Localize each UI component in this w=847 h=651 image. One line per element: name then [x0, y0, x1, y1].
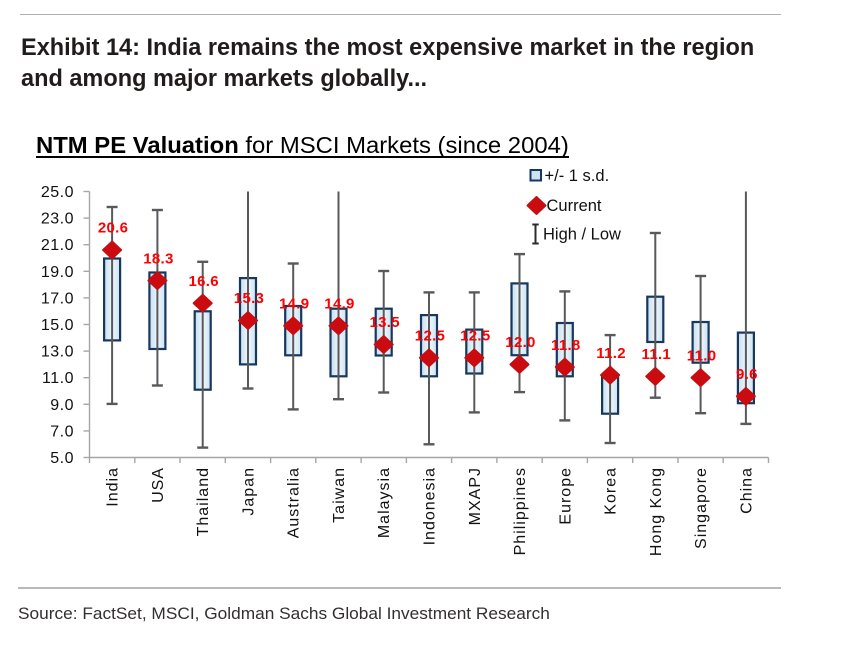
svg-text:18.3: 18.3 [143, 250, 173, 267]
svg-text:USA: USA [150, 467, 167, 503]
svg-text:11.0: 11.0 [687, 347, 717, 364]
svg-text:5.0: 5.0 [50, 450, 74, 467]
svg-text:13.5: 13.5 [369, 314, 399, 331]
svg-text:16.6: 16.6 [188, 273, 218, 290]
svg-text:12.5: 12.5 [460, 328, 490, 345]
svg-text:Current: Current [547, 197, 602, 215]
svg-text:23.0: 23.0 [41, 211, 74, 228]
svg-text:Taiwan: Taiwan [331, 467, 348, 523]
svg-text:Thailand: Thailand [195, 467, 212, 536]
svg-text:13.0: 13.0 [41, 344, 74, 361]
svg-text:Malaysia: Malaysia [376, 467, 393, 538]
svg-text:High / Low: High / Low [543, 226, 621, 244]
svg-text:Philippines: Philippines [512, 467, 529, 555]
svg-text:11.0: 11.0 [42, 370, 74, 387]
svg-text:12.0: 12.0 [505, 334, 535, 351]
svg-text:MXAPJ: MXAPJ [467, 467, 484, 525]
svg-text:Korea: Korea [603, 467, 620, 515]
svg-text:25.0: 25.0 [41, 184, 74, 201]
svg-text:17.0: 17.0 [41, 290, 74, 307]
svg-text:12.5: 12.5 [415, 328, 445, 345]
svg-text:14.9: 14.9 [279, 296, 309, 313]
svg-text:7.0: 7.0 [50, 423, 74, 440]
svg-text:14.9: 14.9 [324, 296, 354, 313]
svg-text:Hong Kong: Hong Kong [648, 467, 665, 556]
svg-text:Indonesia: Indonesia [422, 467, 439, 545]
svg-text:9.0: 9.0 [50, 397, 74, 414]
svg-text:China: China [738, 467, 755, 514]
svg-text:11.1: 11.1 [642, 346, 672, 363]
svg-text:Japan: Japan [241, 467, 258, 516]
svg-text:9.6: 9.6 [736, 366, 758, 383]
svg-text:Europe: Europe [557, 467, 574, 525]
svg-text:11.2: 11.2 [596, 345, 626, 362]
svg-text:Singapore: Singapore [693, 467, 710, 549]
svg-text:Australia: Australia [286, 467, 303, 538]
svg-text:20.6: 20.6 [98, 220, 128, 237]
svg-text:11.8: 11.8 [551, 337, 581, 354]
svg-text:15.3: 15.3 [234, 290, 264, 307]
svg-text:India: India [105, 467, 122, 507]
svg-text:+/- 1 s.d.: +/- 1 s.d. [545, 167, 610, 185]
svg-text:21.0: 21.0 [41, 237, 74, 254]
svg-text:19.0: 19.0 [41, 264, 74, 281]
svg-text:15.0: 15.0 [41, 317, 74, 334]
